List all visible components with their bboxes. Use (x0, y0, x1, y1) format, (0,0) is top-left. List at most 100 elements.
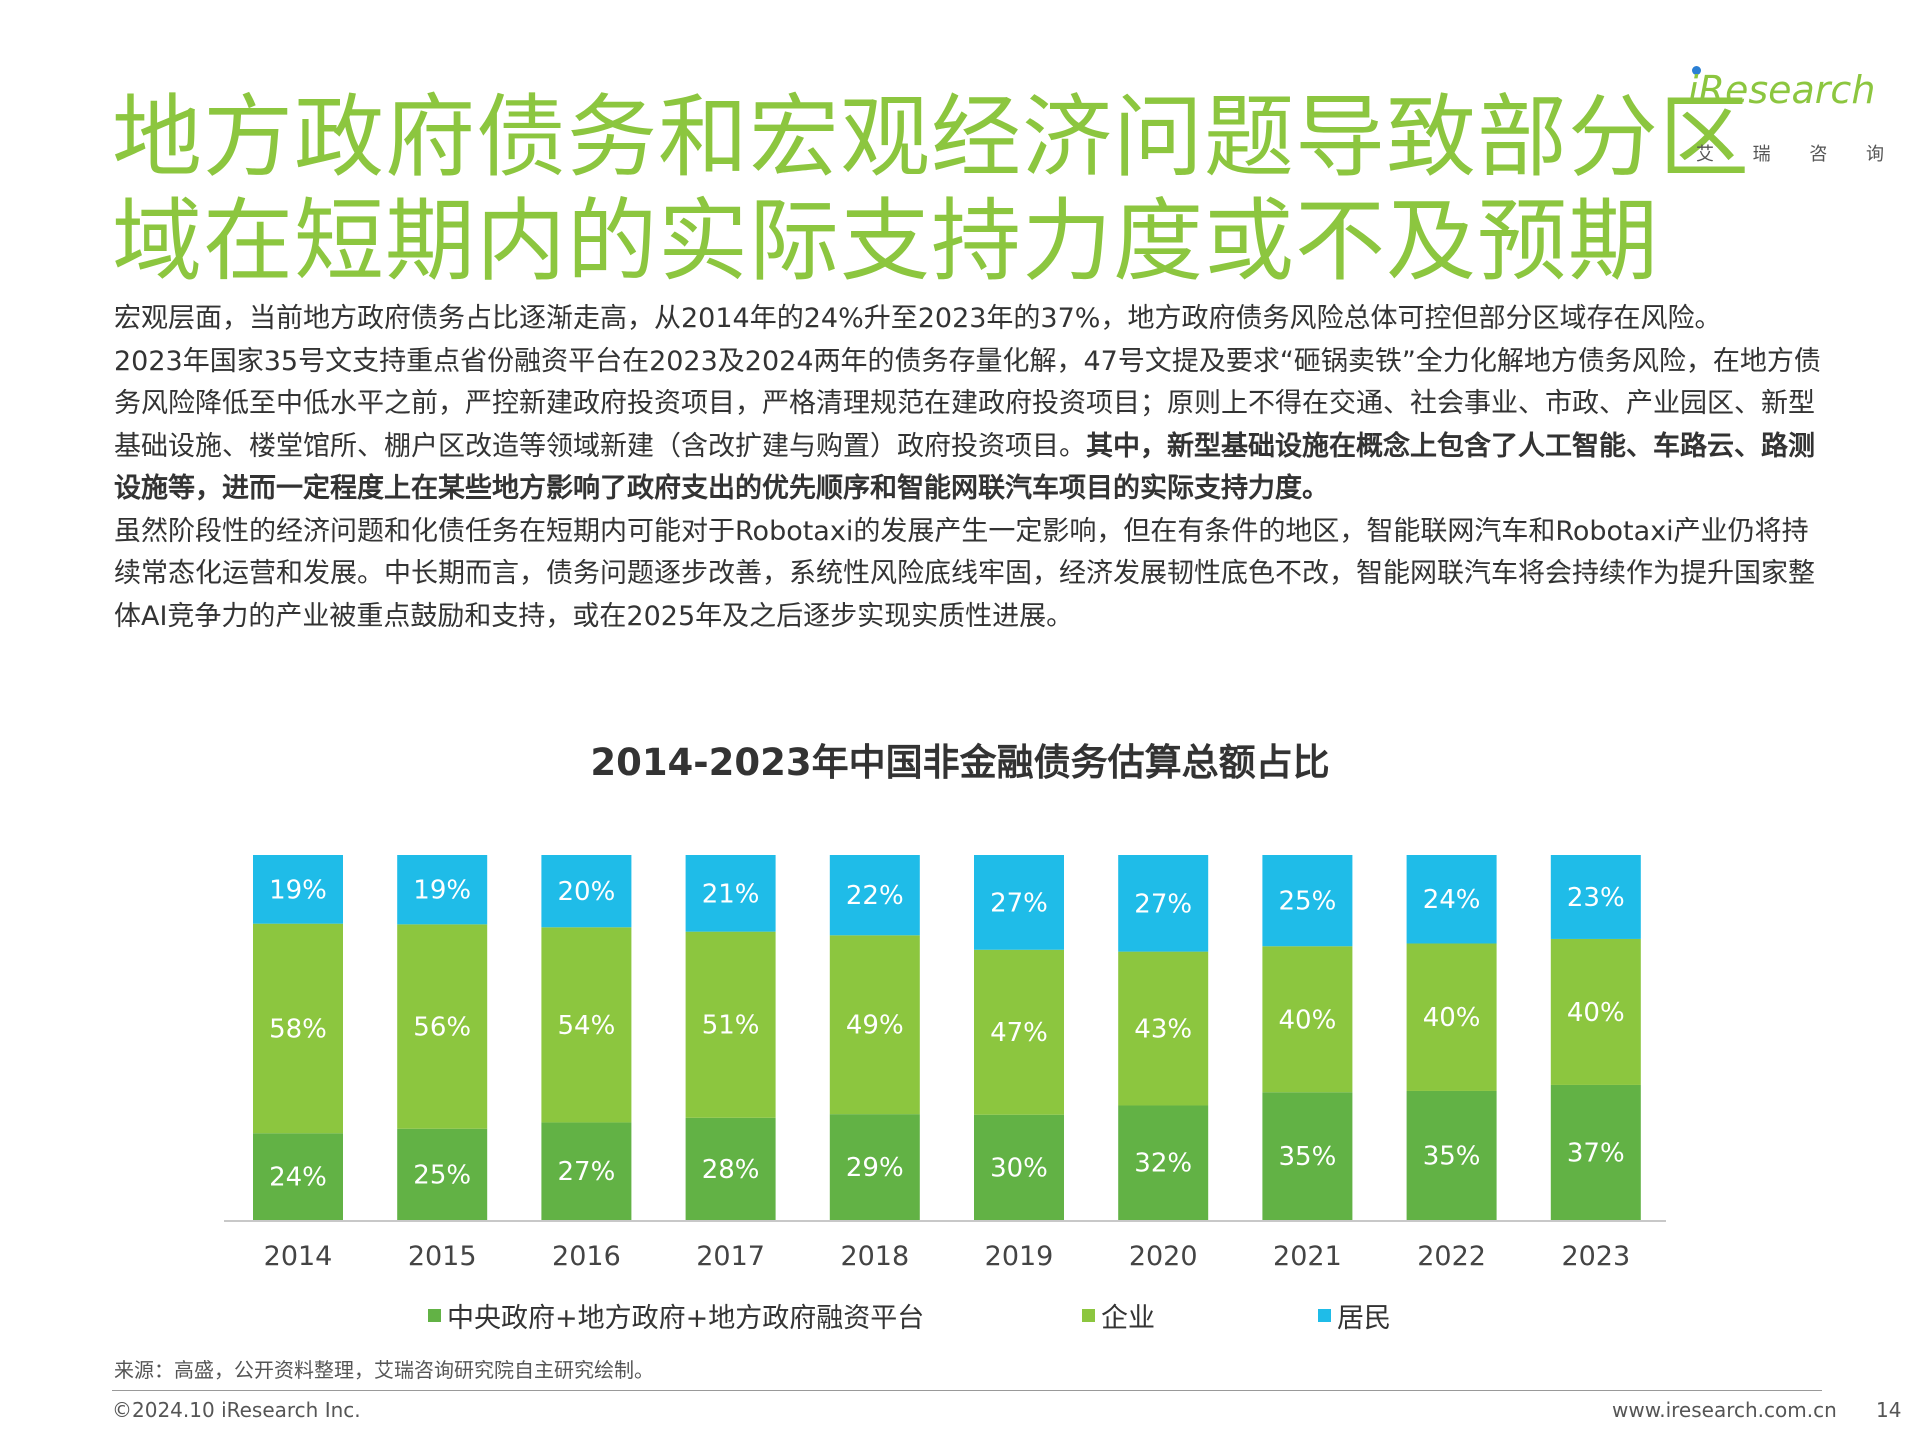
bar-segment-2020-s1 (1118, 951, 1209, 1106)
data-label: 37% (1567, 1138, 1625, 1168)
page-number: 14 (1876, 1398, 1902, 1422)
legend-item: 中央政府+地方政府+地方政府融资平台 (428, 1296, 924, 1335)
logo-char: 询 (1865, 144, 1884, 165)
data-label: 23% (1567, 883, 1625, 913)
x-tick-label: 2018 (840, 1241, 909, 1272)
legend-label: 居民 (1337, 1303, 1391, 1334)
data-label: 19% (269, 875, 327, 905)
bar-segment-2020-s0 (1118, 1105, 1209, 1220)
page-title-line-1: 地方政府债务和宏观经济问题导致部分区 (112, 85, 1750, 190)
logo-dot-icon (1692, 66, 1701, 75)
data-label: 40% (1279, 1005, 1337, 1035)
data-label: 40% (1423, 1003, 1481, 1033)
logo-char: 咨 (1809, 144, 1828, 165)
x-tick-label: 2023 (1561, 1241, 1630, 1272)
data-label: 27% (990, 888, 1048, 918)
x-tick-label: 2015 (408, 1241, 477, 1272)
bar-segment-2018-s0 (829, 1114, 920, 1220)
bar-segment-2023-s1 (1550, 938, 1641, 1085)
data-label: 19% (413, 876, 471, 906)
x-tick-label: 2016 (552, 1241, 621, 1272)
paragraph-2-emphasis: 其中，新型基础设施在概念上包含了人工智能、车路云、路测设施等，进而一定程度上在某… (114, 430, 1815, 505)
data-label: 35% (1423, 1141, 1481, 1171)
copyright: ©2024.10 iResearch Inc. (112, 1398, 361, 1422)
legend-label: 企业 (1101, 1303, 1155, 1334)
bar-segment-2014-s2 (253, 855, 343, 924)
x-tick-label: 2017 (696, 1241, 765, 1272)
data-label: 30% (990, 1153, 1048, 1183)
bar-segment-2017-s1 (685, 931, 776, 1118)
body-text: 宏观层面，当前地方政府债务占比逐渐走高，从2014年的24%升至2023年的37… (114, 298, 1834, 638)
paragraph-2-text: 2023年国家35号文支持重点省份融资平台在2023及2024两年的债务存量化解… (114, 345, 1821, 462)
bar-segment-2015-s0 (397, 1128, 488, 1220)
website-link[interactable]: www.iresearch.com.cn (1612, 1398, 1837, 1422)
bar-segment-2022-s1 (1406, 943, 1497, 1091)
bar-segment-2019-s2 (974, 855, 1064, 950)
bar-segment-2022-s0 (1406, 1090, 1497, 1220)
data-label: 25% (1279, 887, 1337, 917)
data-label: 51% (702, 1011, 760, 1041)
bar-segment-2016-s1 (541, 927, 632, 1123)
x-tick-label: 2020 (1129, 1241, 1198, 1272)
data-label: 27% (1134, 889, 1192, 919)
data-label: 21% (702, 879, 760, 909)
data-label: 58% (269, 1014, 327, 1044)
legend-item: 企业 (1082, 1296, 1155, 1335)
bar-segment-2023-s0 (1550, 1084, 1641, 1220)
data-label: 49% (846, 1011, 904, 1041)
legend-label: 中央政府+地方政府+地方政府融资平台 (447, 1303, 925, 1334)
bar-segment-2015-s2 (397, 855, 488, 925)
data-label: 28% (702, 1155, 760, 1185)
paragraph-3: 虽然阶段性的经济问题和化债任务在短期内可能对于Robotaxi的发展产生一定影响… (114, 515, 1815, 632)
logo-chinese: 艾 瑞 咨 询 (1696, 140, 1884, 166)
x-tick-label: 2022 (1417, 1241, 1486, 1272)
data-label: 24% (269, 1163, 327, 1193)
chart-legend: 中央政府+地方政府+地方政府融资平台 企业 居民 (0, 1296, 1920, 1336)
bar-segment-2017-s0 (685, 1117, 776, 1220)
data-label: 29% (846, 1153, 904, 1183)
data-label: 25% (413, 1160, 471, 1190)
bar-segment-2018-s2 (829, 855, 920, 936)
data-label: 35% (1279, 1142, 1337, 1172)
logo-char: 艾 (1696, 144, 1714, 165)
data-label: 43% (1134, 1015, 1192, 1045)
stacked-bar-chart: 24% 58% 19% 2014 25% 56% 19% 2015 27% 54% 20% 2016 2… (224, 855, 1666, 1272)
legend-item: 居民 (1318, 1296, 1391, 1335)
bar-segment-2022-s2 (1406, 855, 1497, 944)
chart-title: 2014-2023年中国非金融债务估算总额占比 (590, 741, 1330, 784)
bar-segment-2017-s2 (685, 855, 776, 932)
data-label: 47% (990, 1018, 1048, 1048)
bar-segment-2016-s2 (541, 855, 632, 928)
footer-divider (112, 1390, 1822, 1391)
paragraph-1: 宏观层面，当前地方政府债务占比逐渐走高，从2014年的24%升至2023年的37… (114, 303, 1722, 334)
bar-segment-2020-s2 (1118, 855, 1209, 952)
bar-segment-2014-s0 (253, 1133, 343, 1220)
page-title-line-2: 域在短期内的实际支持力度或不及预期 (112, 189, 1659, 294)
logo-char: 瑞 (1752, 144, 1771, 165)
iresearch-logo: iResearch 艾 瑞 咨 询 (1688, 66, 1888, 166)
data-label: 54% (558, 1011, 616, 1041)
x-tick-label: 2021 (1273, 1241, 1342, 1272)
legend-swatch (1082, 1309, 1095, 1322)
data-label: 22% (846, 881, 904, 911)
bar-segment-2014-s1 (253, 923, 343, 1134)
bar-segment-2018-s1 (829, 935, 920, 1115)
data-label: 24% (1423, 885, 1481, 915)
legend-swatch (1318, 1309, 1331, 1322)
source-note: 来源：高盛，公开资料整理，艾瑞咨询研究院自主研究绘制。 (114, 1358, 654, 1382)
page-title: 地方政府债务和宏观经济问题导致部分区 域在短期内的实际支持力度或不及预期 (112, 85, 1750, 294)
bar-segment-2019-s0 (974, 1114, 1064, 1220)
bar-segment-2021-s1 (1262, 946, 1353, 1093)
legend-swatch (428, 1309, 441, 1322)
data-label: 27% (558, 1157, 616, 1187)
bar-segment-2023-s2 (1550, 855, 1641, 939)
bar-segment-2015-s1 (397, 924, 488, 1129)
x-tick-label: 2019 (985, 1241, 1054, 1272)
data-label: 56% (413, 1013, 471, 1043)
bar-segment-2021-s2 (1262, 855, 1353, 947)
logo-text: iResearch (1688, 68, 1876, 112)
data-label: 20% (558, 877, 616, 907)
bar-segment-2019-s1 (974, 949, 1064, 1115)
data-label: 32% (1134, 1149, 1192, 1179)
bar-segment-2016-s0 (541, 1122, 632, 1220)
